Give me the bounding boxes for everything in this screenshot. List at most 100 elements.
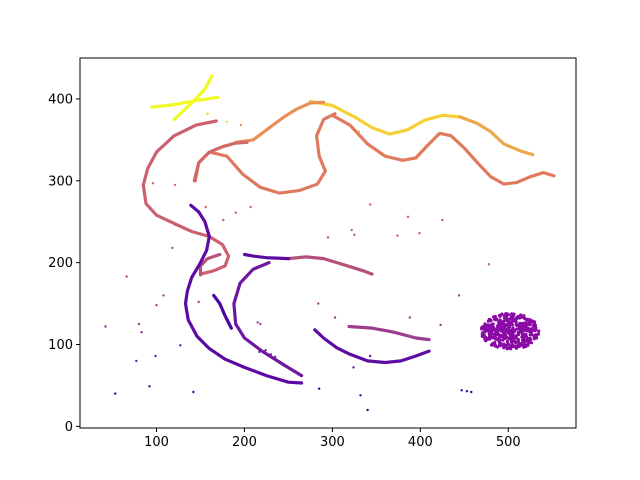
- cluster-point: [521, 333, 525, 337]
- point-trail-14: [313, 328, 431, 365]
- point-trail-15: [242, 252, 290, 261]
- data-point-15: [369, 203, 372, 206]
- cluster-point: [502, 316, 506, 320]
- y-tick-label-2: 200: [48, 256, 73, 271]
- cluster-point: [512, 330, 516, 334]
- x-tick-label-2: 300: [320, 435, 345, 450]
- cluster-point: [519, 342, 523, 346]
- data-point-8: [222, 218, 225, 222]
- data-point-38: [258, 350, 261, 354]
- cluster-point: [496, 330, 500, 334]
- point-trail-11: [347, 324, 431, 342]
- data-point-12: [396, 234, 399, 237]
- cluster-point: [489, 333, 493, 337]
- cluster-point: [500, 334, 504, 338]
- cluster-point: [492, 315, 496, 319]
- cluster-point: [511, 334, 516, 338]
- data-point-29: [333, 316, 337, 319]
- data-point-41: [274, 355, 277, 358]
- data-point-18: [174, 223, 178, 227]
- x-tick-label-0: 100: [144, 435, 169, 450]
- data-point-28: [317, 302, 320, 305]
- plot-background: [80, 58, 576, 428]
- cluster-point: [489, 323, 494, 327]
- cluster-point: [516, 338, 521, 342]
- data-point-43: [369, 354, 372, 358]
- y-tick-label-4: 400: [48, 92, 73, 107]
- data-point-50: [460, 389, 463, 392]
- data-point-16: [406, 215, 410, 218]
- point-trail-9: [198, 252, 222, 277]
- cluster-point: [528, 338, 533, 342]
- cluster-point: [497, 336, 502, 340]
- cluster-point: [510, 312, 515, 316]
- point-trail-10: [286, 255, 374, 276]
- cluster-point: [498, 323, 502, 327]
- cluster-point: [515, 327, 519, 331]
- cluster-point: [516, 340, 521, 344]
- data-point-39: [264, 349, 267, 352]
- data-point-17: [350, 228, 353, 232]
- y-tick-label-3: 300: [48, 174, 73, 189]
- data-point-31: [457, 294, 461, 297]
- data-point-51: [465, 390, 469, 393]
- plot-frame: [79, 57, 577, 429]
- cluster-point: [518, 322, 522, 326]
- cluster-point: [529, 341, 534, 345]
- data-point-0: [206, 112, 209, 115]
- cluster-point: [517, 344, 521, 348]
- cluster-point: [525, 339, 529, 343]
- cluster-point: [500, 312, 504, 316]
- cluster-point: [530, 319, 534, 323]
- cluster-point: [509, 335, 513, 339]
- data-point-34: [259, 322, 262, 326]
- cluster-point: [530, 329, 534, 333]
- x-axis: 100 200 300 400 500: [144, 428, 521, 450]
- cluster-point: [505, 317, 509, 321]
- cluster-point: [501, 320, 506, 324]
- cluster-point: [497, 320, 501, 324]
- cluster-point: [521, 339, 525, 343]
- data-point-49: [366, 408, 369, 412]
- cluster-point: [520, 315, 525, 319]
- cluster-point: [493, 341, 497, 345]
- cluster-point: [491, 343, 495, 347]
- cluster-point: [506, 327, 510, 331]
- data-point-4: [151, 182, 155, 185]
- point-trail-1: [150, 95, 220, 109]
- point-trail-6: [193, 112, 337, 195]
- data-point-5: [173, 183, 177, 187]
- data-point-21: [125, 275, 128, 278]
- cluster-point: [520, 331, 524, 335]
- data-point-45: [114, 392, 117, 395]
- cluster-point: [519, 313, 523, 317]
- point-trail-16: [212, 293, 233, 330]
- cluster-point: [525, 328, 529, 332]
- data-point-44: [148, 385, 151, 388]
- data-point-36: [135, 359, 138, 363]
- cluster-point: [508, 322, 512, 327]
- point-trail-12: [232, 261, 304, 378]
- cluster-point: [497, 343, 502, 347]
- data-point-26: [104, 325, 107, 328]
- point-trail-2: [308, 99, 462, 136]
- cluster-point: [504, 333, 508, 338]
- cluster-point: [534, 334, 538, 338]
- y-tick-label-0: 0: [65, 420, 73, 435]
- cluster-point: [537, 329, 541, 333]
- data-point-14: [441, 218, 444, 222]
- point-cluster-0: [480, 312, 541, 351]
- cluster-point: [480, 331, 485, 335]
- data-point-25: [197, 300, 200, 304]
- data-point-7: [249, 205, 252, 209]
- data-point-40: [269, 353, 272, 356]
- cluster-point: [515, 316, 519, 320]
- cluster-point: [505, 322, 509, 327]
- data-point-20: [171, 246, 174, 250]
- cluster-point: [488, 336, 492, 340]
- data-point-3: [239, 123, 243, 127]
- cluster-point: [483, 322, 487, 326]
- cluster-point: [486, 323, 490, 327]
- data-marks: [104, 74, 556, 412]
